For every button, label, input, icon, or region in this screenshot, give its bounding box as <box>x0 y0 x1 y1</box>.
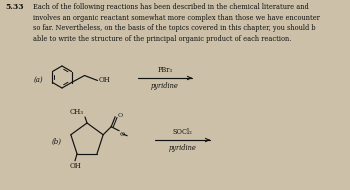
Text: pyridine: pyridine <box>169 144 196 152</box>
Text: SOCl₂: SOCl₂ <box>173 128 193 136</box>
Text: (a): (a) <box>34 76 44 84</box>
Text: O: O <box>119 132 124 137</box>
Text: pyridine: pyridine <box>151 82 179 90</box>
Text: CH₃: CH₃ <box>70 108 84 116</box>
Text: OH: OH <box>99 75 110 83</box>
Text: PBr₃: PBr₃ <box>158 66 173 74</box>
Text: 5.33: 5.33 <box>5 3 24 11</box>
Text: O: O <box>117 113 122 118</box>
Text: (b): (b) <box>52 138 62 146</box>
Text: Each of the following reactions has been described in the chemical literature an: Each of the following reactions has been… <box>33 3 320 43</box>
Text: OH: OH <box>69 162 81 170</box>
